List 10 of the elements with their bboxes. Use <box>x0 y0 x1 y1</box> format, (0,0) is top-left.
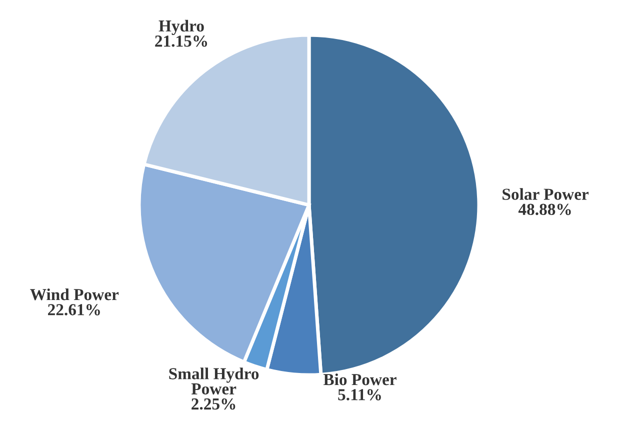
slice-label: Bio Power <box>323 373 396 386</box>
slice-label: Hydro <box>158 20 204 36</box>
data-label: 48.88% <box>518 204 571 216</box>
slice-label: Solar Power <box>502 188 589 200</box>
data-label: 2.25% <box>192 398 236 410</box>
slice-label: Wind Power <box>30 288 119 300</box>
data-label: 5.11% <box>338 389 381 400</box>
slice-label: Small Hydro Power <box>169 368 259 394</box>
data-label: 21.15% <box>155 36 208 47</box>
data-label: 22.61% <box>48 304 100 316</box>
